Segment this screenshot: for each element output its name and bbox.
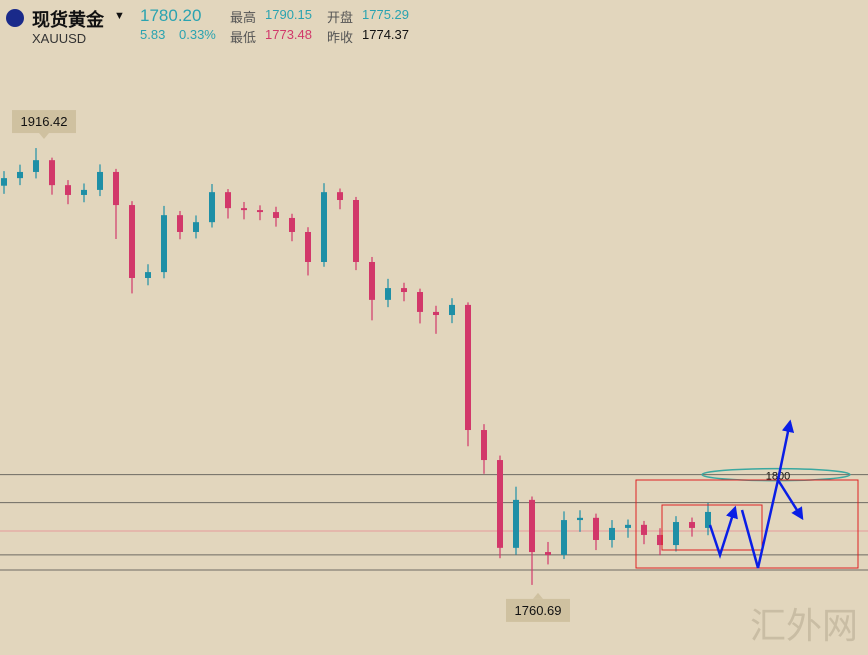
candle-body [273,212,279,218]
candle-body [209,192,215,223]
annotation-box [635,479,859,569]
value: 1774.37 [362,27,409,42]
candle-body [289,217,295,232]
candle-body [481,430,487,461]
symbol-code: XAUUSD [32,31,87,46]
label-pointer [39,133,49,140]
dropdown-caret[interactable]: ▼ [114,10,125,22]
candle-body [337,192,343,201]
candle-body [17,171,23,179]
candle-body [577,517,583,521]
candle-body [433,311,439,316]
change: 5.83 [140,27,166,42]
value: 1775.29 [362,7,409,22]
label-text: 1760.69 [515,603,562,618]
value: 1773.48 [265,27,312,42]
label-pointer [533,592,543,599]
candle-body [705,511,711,528]
candle-body [1,178,7,186]
candle-body [417,292,423,312]
annotation-arrow [708,505,738,560]
candle-body [369,262,375,300]
label: 最低 [230,30,257,45]
candle-body [161,215,167,273]
label-box [12,110,76,134]
candle-body [609,527,615,540]
candle-body [177,215,183,232]
extreme-label: 1760.69 [506,592,570,622]
candle-body [657,534,663,546]
label-text: 1916.42 [21,114,68,129]
candle-body [49,160,55,186]
candle-body [689,522,695,528]
candle-body [353,200,359,262]
candle-body [193,222,199,232]
change-pct: 0.33% [179,27,216,42]
candle-body [145,272,151,278]
candle-body [257,210,263,213]
annotation-ellipse [701,467,851,482]
candle-body [129,205,135,278]
annotation-arrow [740,419,795,569]
candle-body [529,499,535,553]
candle-body [497,460,503,548]
label-box [506,598,570,622]
candle-body [545,552,551,555]
watermark: 汇外网 [750,605,858,646]
candle-body [593,517,599,540]
candle-body [65,185,71,195]
candle-body [641,524,647,535]
symbol-icon [6,9,24,27]
symbol-name[interactable]: 现货黄金 [32,10,104,30]
candle-body [321,192,327,262]
candle-body [113,171,119,206]
annotation-arrow [776,479,804,521]
candle-body [465,304,471,431]
candle-body [673,522,679,546]
candle-body [385,288,391,300]
candle-body [561,520,567,555]
value: 1790.15 [265,7,312,22]
candle-body [241,208,247,211]
candle-body [97,171,103,190]
candle-body [81,189,87,195]
candle-body [401,288,407,293]
label: 昨收 [327,30,354,45]
label: 开盘 [327,10,354,25]
extreme-label: 1916.42 [12,110,76,140]
annotation-box [661,504,763,551]
candle-body [33,160,39,172]
candle-body [305,231,311,262]
label: 最高 [230,10,257,25]
candle-body [513,499,519,548]
candle-body [625,524,631,528]
price: 1780.20 [140,6,202,25]
candle-body [225,192,231,209]
candle-body [449,304,455,316]
